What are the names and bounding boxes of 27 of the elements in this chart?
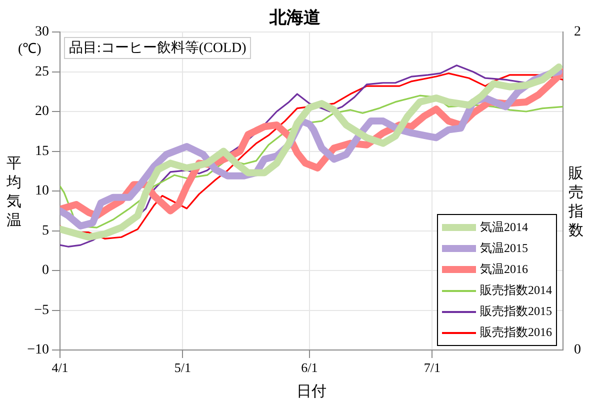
x-tick-label: 5/1	[174, 360, 191, 376]
x-tick-label: 4/1	[52, 360, 68, 376]
y-tick-label: 25	[35, 64, 49, 80]
x-tick-label: 7/1	[424, 360, 440, 376]
legend-label: 気温2016	[480, 261, 528, 278]
legend-label: 気温2015	[480, 240, 528, 257]
legend-label: 販売指数2015	[480, 303, 552, 320]
legend-label: 販売指数2014	[480, 282, 552, 299]
y2-axis-title: 販売指数	[568, 165, 584, 241]
chart-title: 北海道	[270, 8, 320, 28]
annotation: 品目:コーヒー飲料等(COLD)	[64, 37, 252, 59]
y2-tick-label: 0	[574, 342, 581, 358]
y-tick-label: −5	[34, 302, 49, 318]
x-axis-title: 日付	[296, 384, 326, 400]
y-tick-label: 30	[35, 24, 49, 40]
y-tick-label: 0	[42, 263, 49, 278]
y-tick-label: 5	[42, 223, 49, 238]
x-tick-label: 6/1	[301, 360, 318, 376]
y-tick-label: 10	[35, 184, 49, 199]
y-tick-label: 20	[35, 104, 49, 120]
y-tick-label: 15	[35, 144, 49, 159]
legend-label: 気温2014	[480, 219, 528, 236]
y-axis-title: 平均気温	[6, 155, 22, 231]
y-tick-label: −10	[27, 342, 49, 358]
y2-tick-label: 2	[574, 24, 581, 40]
legend-label: 販売指数2016	[480, 324, 552, 341]
text: (℃)	[18, 41, 42, 58]
